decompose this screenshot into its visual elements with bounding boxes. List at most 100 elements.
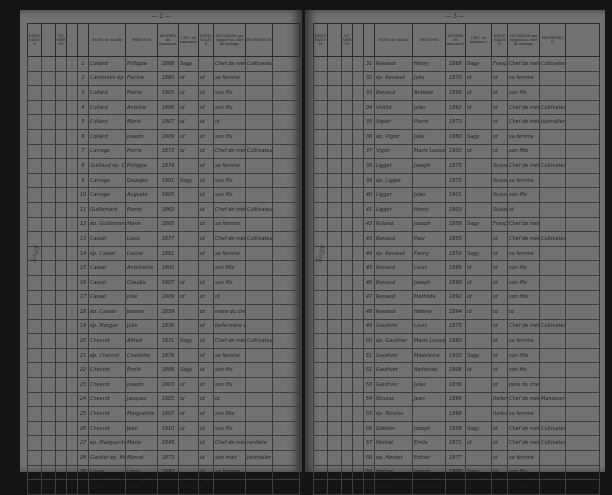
profession <box>539 304 566 320</box>
empty-cell <box>41 172 56 189</box>
family-name: ép. Gauthier <box>374 333 413 349</box>
birth-year: 1901 <box>445 187 466 203</box>
empty-cell <box>41 304 56 320</box>
empty-cell <box>341 464 353 481</box>
birth-year: 1900 <box>157 260 179 276</box>
empty-cell <box>55 172 67 189</box>
nationality: Italienne <box>491 391 508 408</box>
empty-cell <box>272 201 300 218</box>
table-row: 36 ép. Vigier Julie 1880 Sagy id sa femme <box>313 128 600 145</box>
profession: Cultivateur <box>539 420 566 437</box>
household-situation: id <box>507 201 540 218</box>
first-name: Marie Louise <box>412 333 446 349</box>
nationality: id <box>491 347 508 364</box>
table-row: 37 Vigier Marie Louise 1900 id id son fille <box>313 143 600 160</box>
empty-cell <box>27 391 42 408</box>
nationality: id <box>198 216 214 233</box>
empty-cell <box>327 143 342 160</box>
empty-cell <box>27 347 42 364</box>
household-situation: son fils <box>507 274 540 291</box>
profession <box>245 420 273 437</box>
empty-cell <box>41 187 56 203</box>
first-name: Louise <box>125 245 158 262</box>
empty-cell <box>55 420 67 437</box>
empty-cell <box>55 99 67 116</box>
family-name: Goblain <box>374 420 413 437</box>
first-name: Jean <box>412 391 446 408</box>
empty-cell <box>27 304 42 320</box>
empty-cell <box>341 172 353 189</box>
row-number: 28 <box>77 450 89 466</box>
family-name: Lucas <box>88 464 126 481</box>
household-situation: Chef de ménage <box>213 56 246 72</box>
table-row: 24 Chevrot Jacques 1905 id id id <box>27 391 300 408</box>
empty-cell <box>352 289 364 306</box>
empty-cell <box>272 85 300 101</box>
birth-place: Sagy <box>465 420 492 437</box>
birth-year: 1873 <box>445 114 466 130</box>
nationality: id <box>491 450 508 466</box>
column-header: LIEU de naissance <box>465 23 492 57</box>
family-name: Ligger <box>374 158 413 174</box>
table-row: 46 Renaud Joseph 1890 id id son fils <box>313 274 600 291</box>
column-header: PROFESSION <box>539 23 566 57</box>
nationality: Française <box>491 216 508 233</box>
birth-place: id <box>178 274 199 291</box>
empty-cell <box>313 464 328 481</box>
profession <box>245 187 273 203</box>
nationality: id <box>491 377 508 393</box>
column-header: ANNÉES de naissance <box>157 23 179 57</box>
row-number: 5 <box>77 114 89 130</box>
row-number: 60 <box>363 479 375 495</box>
empty-cell <box>352 158 364 174</box>
column-header: ANNÉES de naissance <box>445 23 466 57</box>
column-header: DÉSIGNATION <box>27 23 42 57</box>
empty-cell <box>327 347 342 364</box>
birth-year: 1858 <box>445 420 466 437</box>
household-situation: Chef de ménage <box>507 391 540 408</box>
empty-cell <box>341 231 353 247</box>
empty-cell <box>341 274 353 291</box>
household-situation: Chef de ménage <box>507 216 540 233</box>
empty-cell <box>272 406 300 422</box>
empty-cell <box>41 377 56 393</box>
empty-cell <box>55 333 67 349</box>
household-situation: son fils <box>213 377 246 393</box>
empty-cell <box>27 479 42 495</box>
empty-cell <box>66 114 78 130</box>
empty-cell <box>313 128 328 145</box>
table-row: 17 Cassel Julie 1909 id id id <box>27 289 300 306</box>
empty-cell <box>565 464 600 481</box>
empty-cell <box>565 406 600 422</box>
table-row: 42RolandJoseph1858SagyFrançaiseChef de m… <box>313 216 600 233</box>
empty-cell <box>352 362 364 379</box>
nationality: id <box>491 114 508 130</box>
row-number: 23 <box>77 377 89 393</box>
first-name: Marie <box>125 216 158 233</box>
profession <box>539 450 566 466</box>
family-name: Renaud <box>374 85 413 101</box>
profession <box>539 479 566 495</box>
birth-place: id <box>178 114 199 130</box>
empty-cell <box>327 464 342 481</box>
first-name: Marguerite <box>412 479 446 495</box>
family-name: Vigier <box>374 143 413 160</box>
empty-cell <box>313 172 328 189</box>
table-row: 23 Chevrot Joseph 1903 id id son fils <box>27 377 300 393</box>
empty-cell <box>313 114 328 130</box>
profession <box>245 70 273 87</box>
empty-cell <box>352 377 364 393</box>
birth-place: id <box>178 85 199 101</box>
column-header <box>41 23 56 57</box>
empty-cell <box>41 216 56 233</box>
empty-cell <box>272 464 300 481</box>
row-number: 24 <box>77 391 89 408</box>
family-name: Guillaud ép. Carrage <box>88 158 126 174</box>
row-number: 44 <box>363 245 375 262</box>
household-situation: son fils <box>213 172 246 189</box>
first-name: Joseph <box>125 128 158 145</box>
